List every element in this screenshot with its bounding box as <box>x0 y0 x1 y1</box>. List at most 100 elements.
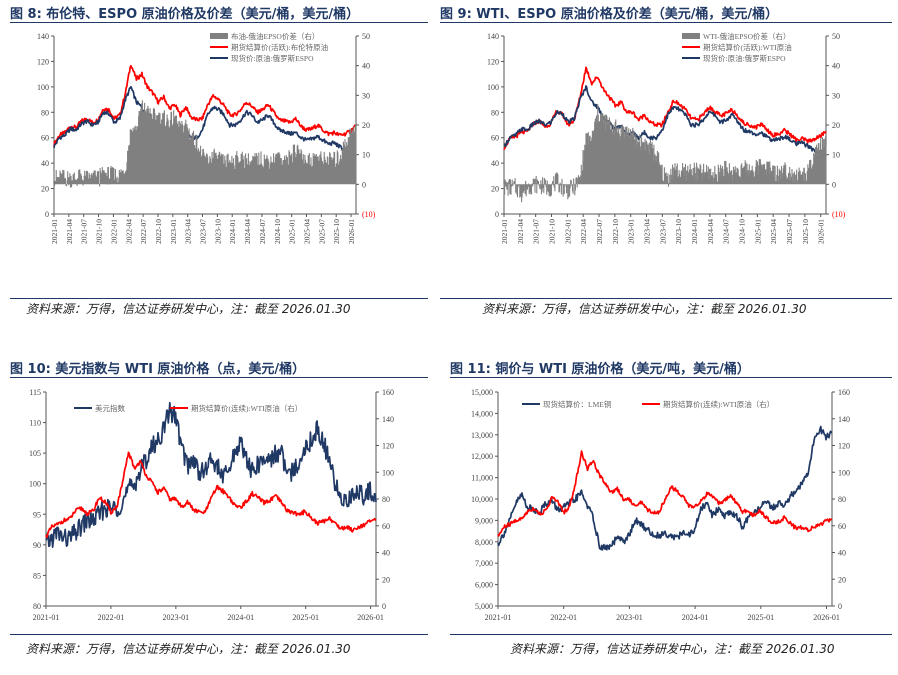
x-tick-label: 2021-01 <box>500 219 509 244</box>
y2-tick-label: 10 <box>362 151 370 160</box>
figure-11-title: 图 11: 铜价与 WTI 原油价格（美元/吨，美元/桶） <box>450 362 750 377</box>
legend-label: 期货结算价(活跃):布伦特原油 <box>231 42 328 52</box>
y-tick-label: 5,000 <box>475 602 493 611</box>
y2-tick-label: 80 <box>382 495 390 504</box>
legend: 美元指数 期货结算价(连续):WTI原油（右） <box>74 403 302 413</box>
legend: 布油-俄油EPSO价差（右）期货结算价(活跃):布伦特原油现货价:原油:俄罗斯E… <box>210 31 328 63</box>
y-tick-label: 80 <box>491 108 499 117</box>
figure-9-title: 图 9: WTI、ESPO 原油价格及价差（美元/桶，美元/桶） <box>440 7 779 22</box>
line-series <box>497 425 833 551</box>
x-tick-label: 2024-04 <box>243 219 252 244</box>
x-tick-label: 2024-10 <box>738 219 747 244</box>
x-tick-label: 2025-07 <box>785 219 794 244</box>
x-tick-label: 2023-04 <box>184 219 193 244</box>
y2-tick-label: 20 <box>832 121 840 130</box>
figure-8-title-rule <box>10 22 428 23</box>
figure-10-chart: 80 85 90 95 100 105 110 115 0 20 40 60 80 100 120 140 16… <box>29 388 394 622</box>
y-tick-label: 0 <box>495 210 499 219</box>
y-tick-label: 100 <box>29 480 41 489</box>
spread-area-series <box>503 103 827 203</box>
x-tick-label: 2023-01 <box>169 219 178 244</box>
x-tick-label: 2025-04 <box>302 219 311 244</box>
y2-tick-label: 160 <box>382 388 394 397</box>
x-tick-label: 2025-01 <box>292 613 319 622</box>
y-tick-label: 20 <box>491 185 499 194</box>
x-tick-label: 2022-10 <box>611 219 620 244</box>
y-tick-label: 90 <box>33 541 41 550</box>
x-tick-label: 2022-01 <box>98 613 125 622</box>
x-tick-label: 2026-01 <box>817 219 826 244</box>
x-tick-label: 2022-01 <box>550 613 577 622</box>
x-tick-label: 2024-01 <box>227 613 254 622</box>
x-tick-label: 2023-01 <box>163 613 190 622</box>
y2-tick-label: 20 <box>362 121 370 130</box>
y2-tick-label: 20 <box>382 575 390 584</box>
figure-9-chart: 0 20 40 60 80 100 120 140 (10) 0 10 20 30 40 50 2021-01… <box>487 31 846 244</box>
figure-10-title: 图 10: 美元指数与 WTI 原油价格（点，美元/桶） <box>10 362 306 377</box>
x-tick-label: 2021-01 <box>33 613 60 622</box>
x-tick-label: 2024-01 <box>228 219 237 244</box>
legend: WTI-俄油EPSO价差（右）期货结算价(活跃):WTI原油现货价:原油:俄罗斯… <box>682 31 792 63</box>
x-tick-label: 2022-01 <box>563 219 572 244</box>
figure-10-title-rule <box>10 377 428 378</box>
x-tick-label: 2023-01 <box>616 613 643 622</box>
y-tick-label: 40 <box>41 159 49 168</box>
figure-11-source-rule <box>450 634 892 635</box>
legend-label: 现货结算价：LME铜 <box>543 399 611 409</box>
y-tick-label: 11,000 <box>471 474 493 483</box>
y2-tick-label: 40 <box>838 549 846 558</box>
y2-tick-label: 30 <box>362 91 370 100</box>
y-tick-label: 40 <box>491 159 499 168</box>
y-tick-label: 60 <box>491 134 499 143</box>
y-tick-label: 13,000 <box>471 431 493 440</box>
x-tick-label: 2021-07 <box>532 219 541 244</box>
x-tick-label: 2023-07 <box>658 219 667 244</box>
y2-tick-label: 50 <box>362 32 370 41</box>
y-tick-label: 120 <box>487 57 499 66</box>
y-tick-label: 140 <box>37 32 49 41</box>
y-tick-label: 140 <box>487 32 499 41</box>
y-tick-label: 8,000 <box>475 538 493 547</box>
x-tick-label: 2021-10 <box>548 219 557 244</box>
line-series <box>503 66 827 151</box>
y2-tick-label: 140 <box>838 415 850 424</box>
y-tick-label: 20 <box>41 185 49 194</box>
legend-label: 现货价:原油:俄罗斯ESPO <box>703 53 786 63</box>
legend-label: 布油-俄油EPSO价差（右） <box>231 31 319 41</box>
line-series <box>503 85 827 156</box>
y-tick-label: 120 <box>37 57 49 66</box>
y2-tick-label: 30 <box>832 91 840 100</box>
legend-label: 美元指数 <box>95 403 125 413</box>
y2-tick-label: 0 <box>832 180 836 189</box>
x-tick-label: 2022-04 <box>579 219 588 244</box>
figure-8-chart: 0 20 40 60 80 100 120 140 (10) 0 10 20 30 40 50 2021-01… <box>37 31 376 244</box>
y2-tick-label: (10) <box>832 210 846 219</box>
legend-label: 期货结算价(活跃):WTI原油 <box>703 42 792 52</box>
x-tick-label: 2024-01 <box>690 219 699 244</box>
y2-tick-label: 160 <box>838 388 850 397</box>
y2-tick-label: 50 <box>832 32 840 41</box>
line-series <box>45 451 377 539</box>
x-tick-label: 2024-07 <box>722 219 731 244</box>
y-tick-label: 6,000 <box>475 581 493 590</box>
x-tick-label: 2024-04 <box>706 219 715 244</box>
y2-tick-label: 40 <box>382 549 390 558</box>
x-tick-label: 2021-01 <box>485 613 512 622</box>
legend: 现货结算价：LME铜 期货结算价(连续):WTI原油（右） <box>522 399 774 409</box>
x-tick-label: 2025-01 <box>747 613 774 622</box>
y-tick-label: 9,000 <box>475 516 493 525</box>
x-tick-label: 2025-10 <box>801 219 810 244</box>
x-tick-label: 2021-10 <box>95 219 104 244</box>
figure-8-source: 资料来源：万得，信达证券研发中心，注：截至 2026.01.30 <box>26 302 351 316</box>
figure-11-title-rule <box>450 377 892 378</box>
y2-tick-label: 60 <box>838 522 846 531</box>
y-tick-label: 0 <box>45 210 49 219</box>
x-tick-label: 2025-04 <box>769 219 778 244</box>
x-tick-label: 2022-10 <box>154 219 163 244</box>
legend-label: 现货价:原油:俄罗斯ESPO <box>231 53 314 63</box>
figure-9-title-rule <box>440 22 892 23</box>
legend-swatch <box>210 33 228 39</box>
y2-tick-label: 120 <box>382 442 394 451</box>
y2-tick-label: 100 <box>382 468 394 477</box>
x-tick-label: 2022-07 <box>595 219 604 244</box>
